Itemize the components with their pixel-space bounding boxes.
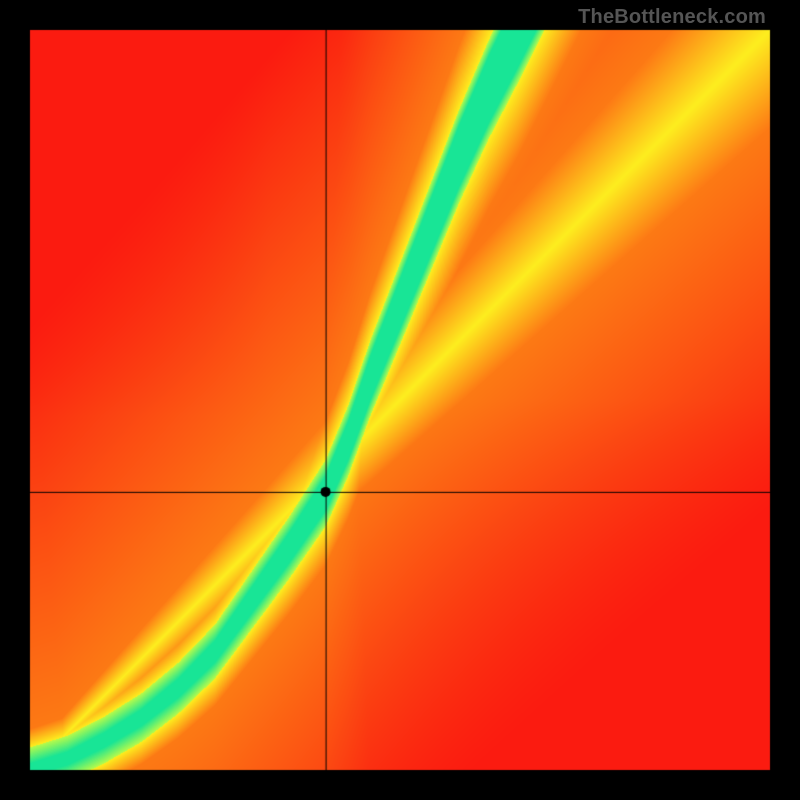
heatmap-canvas — [0, 0, 800, 800]
watermark-text: TheBottleneck.com — [578, 6, 766, 29]
chart-container: TheBottleneck.com — [0, 0, 800, 800]
